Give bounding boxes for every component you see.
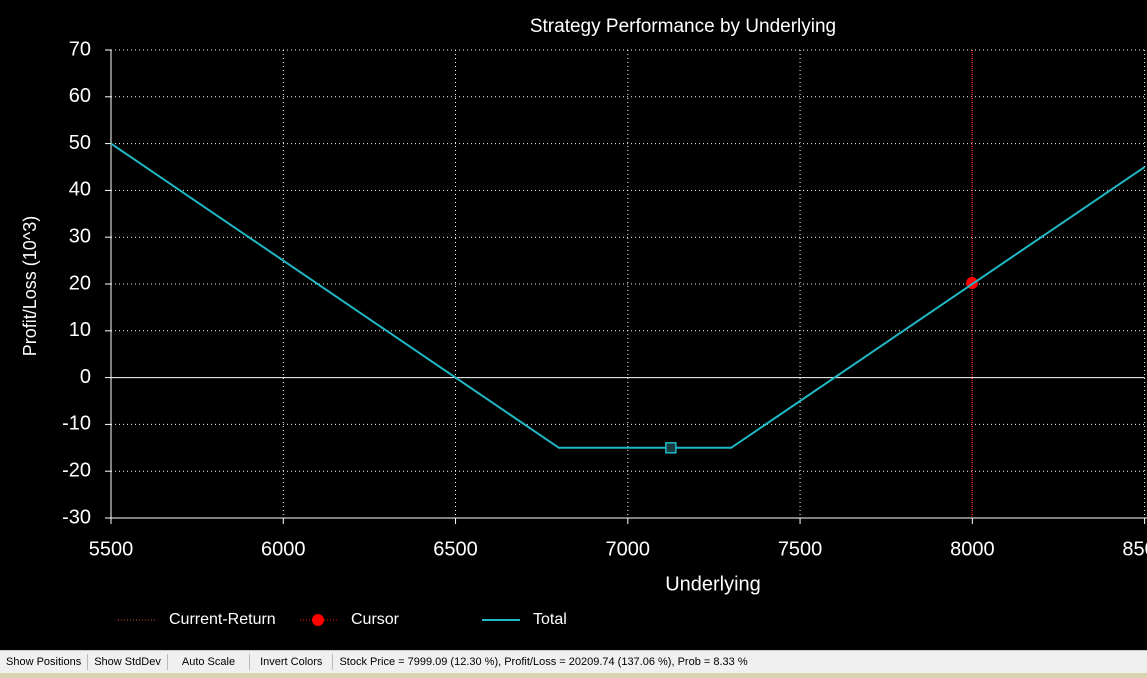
button[interactable]: Show Positions (0, 654, 89, 670)
x-tick-label: 5500 (89, 538, 134, 560)
button[interactable]: Invert Colors (250, 654, 334, 670)
legend-marker (312, 614, 324, 626)
x-axis-label: Underlying (665, 573, 761, 595)
y-tick-label: 70 (69, 38, 91, 60)
x-tick-label: 6000 (261, 538, 306, 560)
y-tick-label: -20 (62, 459, 91, 481)
y-axis-label: Profit/Loss (10^3) (20, 216, 40, 357)
status-bar: Show Positions Show StdDev Auto Scale In… (0, 650, 1147, 673)
x-tick-label: 8500 (1122, 538, 1147, 560)
square-marker (665, 442, 677, 454)
button[interactable]: Show StdDev (88, 654, 168, 670)
button[interactable]: Auto Scale (168, 654, 251, 670)
y-tick-label: -10 (62, 413, 91, 435)
legend-label: Cursor (351, 611, 400, 628)
y-tick-label: 20 (69, 272, 91, 294)
bottom-strip (0, 673, 1147, 678)
status-text: Stock Price = 7999.09 (12.30 %), Profit/… (339, 656, 748, 668)
legend-label: Current-Return (169, 611, 276, 628)
y-tick-label: 10 (69, 319, 91, 341)
y-tick-label: -30 (62, 506, 91, 528)
y-tick-label: 0 (80, 366, 91, 388)
series-line (110, 142, 1146, 449)
x-tick-label: 7500 (778, 538, 823, 560)
x-tick-label: 6500 (433, 538, 478, 560)
chart: Strategy Performance by Underlying Under… (20, 16, 1147, 628)
y-tick-label: 30 (69, 225, 91, 247)
chart-title: Strategy Performance by Underlying (530, 16, 836, 37)
x-tick-label: 7000 (606, 538, 651, 560)
y-tick-label: 50 (69, 132, 91, 154)
y-tick-label: 60 (69, 85, 91, 107)
x-tick-label: 8000 (950, 538, 995, 560)
legend-label: Total (533, 611, 567, 628)
y-tick-label: 40 (69, 179, 91, 201)
